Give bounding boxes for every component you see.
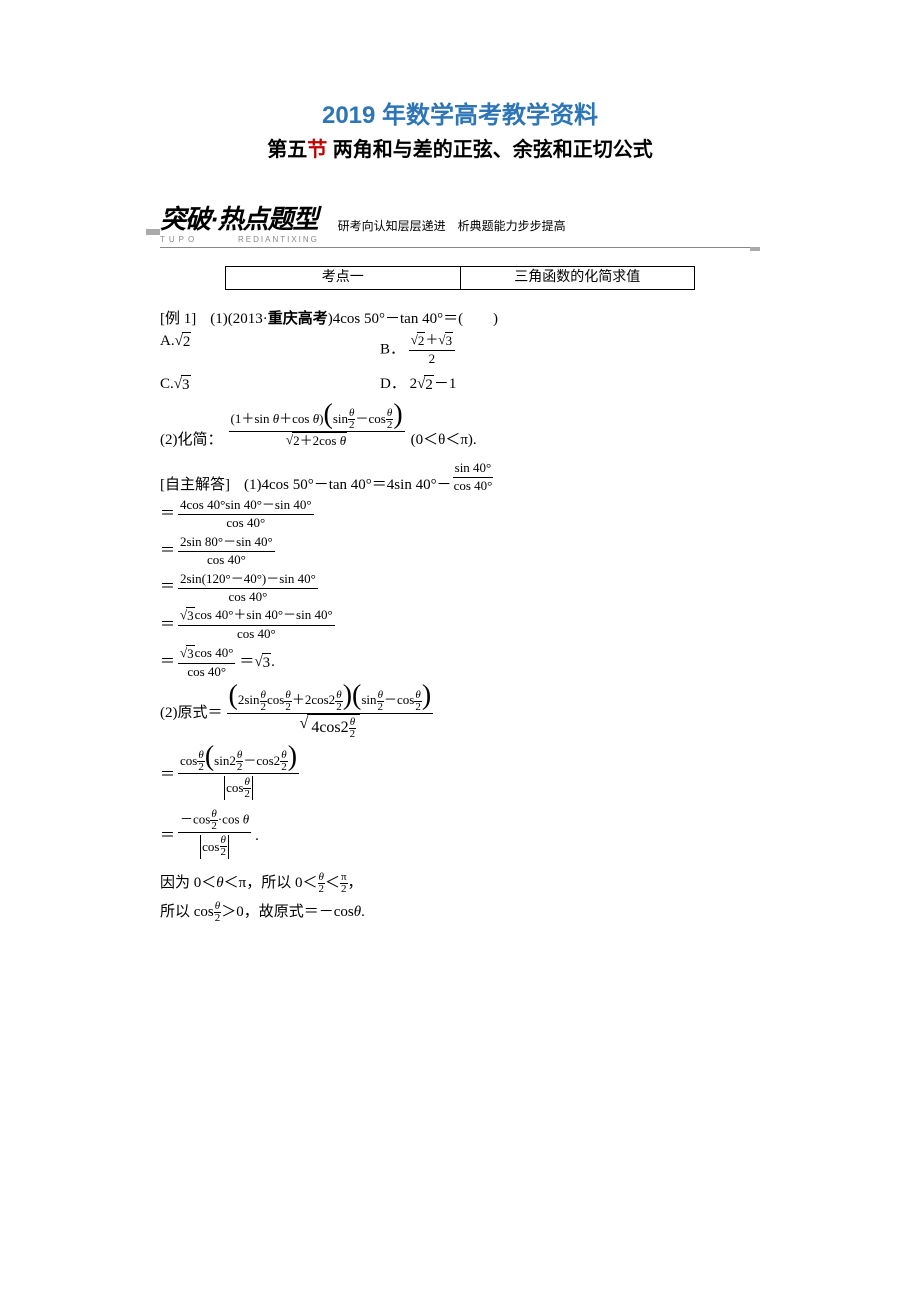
- solution-line-1: [自主解答] (1)4cos 50°－tan 40°＝4sin 40°－ sin…: [160, 460, 760, 495]
- example-label: [例 1]: [160, 310, 196, 330]
- s2-label: (2)原式＝: [160, 704, 223, 724]
- step-2: ＝ 4cos 40°sin 40°－sin 40°cos 40°: [160, 497, 760, 532]
- q2-main-frac: (1＋sin θ＋cos θ)(sinθ2－cosθ2) 2＋2cos θ: [229, 404, 405, 450]
- s4-frac: －cosθ2·cos θ cosθ2: [178, 809, 251, 864]
- opt-d-label: D．: [380, 376, 406, 392]
- opt-a-label: A.: [160, 333, 175, 349]
- s2-big-frac: (2sinθ2cosθ2＋2cos2θ2)(sinθ2－cosθ2) 4cos2…: [227, 685, 434, 742]
- q2-label: (2)化简：: [160, 431, 223, 451]
- page-subtitle: 第五节 两角和与差的正弦、余弦和正切公式: [160, 137, 760, 163]
- topic-left: 考点一: [226, 267, 461, 289]
- opt-a-val: 2: [175, 332, 192, 353]
- s4-line: ＝ －cosθ2·cos θ cosθ2 .: [160, 809, 760, 864]
- decorative-bar: [146, 229, 160, 235]
- tail-2: 所以 cos θ2 ＞0，故原式＝－cos θ.: [160, 901, 760, 924]
- subtitle-prefix: 第五: [267, 139, 307, 161]
- step-4: ＝ 2sin(120°－40°)－sin 40°cos 40°: [160, 571, 760, 606]
- section-header: 突破·热点题型 TUPO REDIANTIXING 研考向认知层层递进 析典题能…: [160, 203, 760, 237]
- section-big-text: 突破·热点题型: [160, 204, 318, 234]
- pinyin-left: TUPO: [160, 235, 198, 245]
- opt-b-label: B．: [380, 341, 405, 357]
- option-c: C.3: [160, 375, 380, 396]
- example-1-q1: [例 1] (1)(2013·重庆高考)4cos 50°－tan 40°＝( ): [160, 310, 760, 330]
- q1-source: 重庆高考: [268, 310, 328, 330]
- option-d: D． 22－1: [380, 375, 600, 396]
- step-5: ＝ 3cos 40°＋sin 40°－sin 40° cos 40°: [160, 607, 760, 643]
- topic-box: 考点一 三角函数的化简求值: [225, 266, 695, 290]
- q2-condition: (0＜θ＜π).: [411, 431, 477, 451]
- opt-d-tail: －1: [434, 376, 457, 392]
- s3-line: ＝ cosθ2(sin2θ2－cos2θ2) cosθ2: [160, 746, 760, 805]
- step-6: ＝ 3cos 40° cos 40° ＝3.: [160, 645, 760, 681]
- topic-right: 三角函数的化简求值: [461, 267, 695, 289]
- opt-d-coef: 2: [410, 376, 418, 392]
- opt-b-frac: 2＋3 2: [409, 332, 455, 368]
- step-3: ＝ 2sin 80°－sin 40°cos 40°: [160, 534, 760, 569]
- q2-line: (2)化简： (1＋sin θ＋cos θ)(sinθ2－cosθ2) 2＋2c…: [160, 404, 760, 450]
- q1-prefix: (1)(2013·: [210, 310, 267, 330]
- pinyin-right: REDIANTIXING: [238, 235, 319, 245]
- section-caption: 研考向认知层层递进 析典题能力步步提高: [318, 219, 566, 235]
- subtitle-accent: 节: [307, 139, 327, 161]
- s1-head: (1)4cos 50°－tan 40°＝4sin 40°－: [244, 476, 452, 496]
- tail-1: 因为 0＜θ＜π，所以 0＜ θ2 ＜ π2 ，: [160, 872, 760, 895]
- opt-c-label: C.: [160, 376, 174, 392]
- opt-c-val: 3: [174, 375, 191, 396]
- page-title: 2019 年数学高考教学资料: [160, 100, 760, 131]
- solution-label: [自主解答]: [160, 476, 230, 496]
- subtitle-rest: 两角和与差的正弦、余弦和正切公式: [327, 139, 653, 161]
- option-b: B． 2＋3 2: [380, 332, 600, 368]
- opt-d-sqrt: 2: [417, 375, 434, 396]
- s1-frac: sin 40° cos 40°: [452, 460, 495, 495]
- s2-line: (2)原式＝ (2sinθ2cosθ2＋2cos2θ2)(sinθ2－cosθ2…: [160, 685, 760, 742]
- section-left-badge: 突破·热点题型 TUPO REDIANTIXING: [160, 203, 318, 237]
- options-row-2: C.3 D． 22－1: [160, 375, 760, 396]
- s3-frac: cosθ2(sin2θ2－cos2θ2) cosθ2: [178, 746, 299, 805]
- options-row-1: A.2 B． 2＋3 2: [160, 332, 760, 368]
- q1-rest: )4cos 50°－tan 40°＝( ): [328, 310, 498, 330]
- option-a: A.2: [160, 332, 380, 368]
